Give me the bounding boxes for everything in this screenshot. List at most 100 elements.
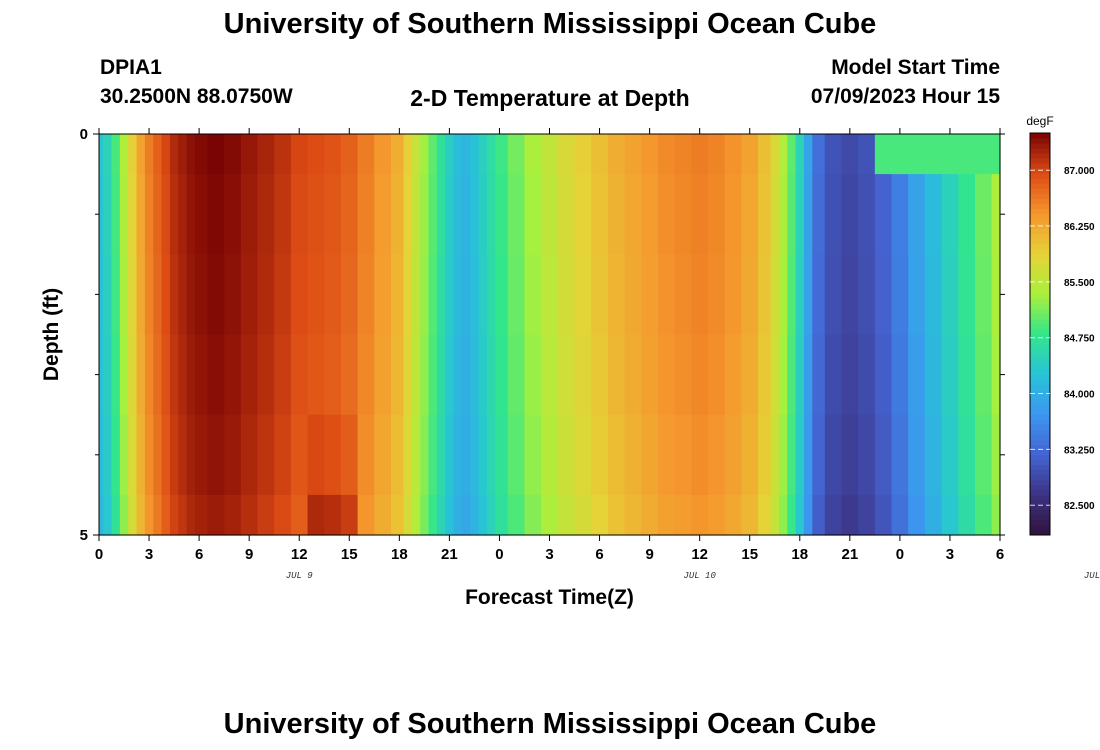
- heatmap-cell: [507, 334, 526, 416]
- heatmap-cell: [119, 494, 129, 536]
- heatmap-cell: [224, 254, 242, 336]
- heatmap-cell: [340, 174, 359, 255]
- heatmap-cell: [591, 494, 609, 536]
- heatmap-cell: [557, 494, 576, 536]
- heatmap-cell: [770, 334, 780, 416]
- colorbar-tick-label: 87.000: [1064, 166, 1095, 177]
- colorbar-segment: [1030, 163, 1050, 169]
- heatmap-cell: [778, 494, 788, 536]
- heatmap-cell: [991, 334, 1001, 416]
- colorbar-segment: [1030, 479, 1050, 486]
- heatmap-cell: [674, 494, 692, 536]
- heatmap-cell: [428, 334, 438, 416]
- heatmap-cell: [161, 414, 171, 496]
- colorbar-segment: [1030, 288, 1050, 295]
- heatmap-cell: [924, 334, 943, 416]
- heatmap-cell: [340, 334, 359, 416]
- x-tick-label: 0: [495, 546, 503, 563]
- heatmap-cell: [307, 254, 325, 336]
- heatmap-cell: [591, 334, 609, 416]
- heatmap-cell: [257, 334, 275, 416]
- heatmap-cell: [795, 334, 805, 416]
- heatmap-cell: [691, 254, 709, 336]
- colorbar-segment: [1030, 198, 1050, 204]
- heatmap-cell: [186, 414, 196, 496]
- heatmap-cell: [495, 494, 509, 536]
- heatmap-cell: [390, 334, 405, 416]
- heatmap-cell: [874, 494, 893, 536]
- heatmap-cell: [591, 254, 609, 336]
- heatmap-cell: [470, 254, 480, 336]
- heatmap-cell: [724, 494, 742, 536]
- heatmap-cell: [453, 334, 463, 416]
- heatmap-cell: [874, 134, 893, 175]
- heatmap-cell: [428, 414, 438, 496]
- heatmap-cell: [257, 134, 275, 175]
- heatmap-cell: [153, 494, 163, 536]
- date-label: JUL 10: [683, 571, 716, 581]
- heatmap-cell: [607, 414, 626, 496]
- heatmap-cell: [411, 174, 421, 255]
- heatmap-cell: [240, 174, 259, 255]
- heatmap-cell: [641, 414, 659, 496]
- colorbar-tick-label: 86.250: [1064, 222, 1095, 233]
- heatmap-cell: [795, 494, 805, 536]
- heatmap-cell: [119, 254, 129, 336]
- x-tick-label: 6: [195, 546, 203, 563]
- heatmap-cell: [741, 174, 759, 255]
- heatmap-cell: [741, 494, 759, 536]
- y-tick-label: 5: [80, 527, 88, 544]
- heatmap-cell: [390, 254, 405, 336]
- heatmap-cell: [674, 414, 692, 496]
- heatmap-cell: [758, 174, 772, 255]
- heatmap-cell: [453, 134, 463, 175]
- heatmap-cell: [974, 494, 993, 536]
- colorbar-segment: [1030, 439, 1050, 446]
- heatmap-cell: [486, 174, 496, 255]
- heatmap-cell: [445, 414, 455, 496]
- heatmap-cell: [874, 254, 893, 336]
- station-id: DPIA1: [100, 56, 162, 79]
- model-start-value: 07/09/2023 Hour 15: [810, 85, 1000, 108]
- colorbar-segment: [1030, 143, 1050, 149]
- heatmap-cell: [657, 134, 676, 175]
- heatmap-cell: [324, 494, 342, 536]
- heatmap-cell: [958, 174, 976, 255]
- heatmap-cell: [858, 414, 876, 496]
- colorbar-segment: [1030, 449, 1050, 456]
- heatmap-cell: [445, 134, 455, 175]
- heatmap-cell: [194, 254, 209, 336]
- heatmap-cell: [541, 254, 559, 336]
- heatmap-cell: [657, 254, 676, 336]
- heatmap-cell: [290, 334, 309, 416]
- heatmap-cell: [758, 494, 772, 536]
- heatmap-cell: [724, 254, 742, 336]
- heatmap-cell: [403, 254, 413, 336]
- heatmap-cell: [924, 174, 943, 255]
- heatmap-cell: [374, 414, 392, 496]
- heatmap-cell: [403, 334, 413, 416]
- colorbar-segment: [1030, 519, 1050, 526]
- heatmap-cell: [274, 414, 292, 496]
- colorbar-unit-label: degF: [1026, 114, 1053, 128]
- heatmap-cell: [841, 414, 859, 496]
- heatmap-cell: [461, 494, 471, 536]
- colorbar-segment: [1030, 218, 1050, 224]
- heatmap-cell: [324, 254, 342, 336]
- colorbar-segment: [1030, 394, 1050, 400]
- heatmap-cell: [169, 494, 179, 536]
- heatmap-cell: [103, 414, 113, 496]
- colorbar-segment: [1030, 359, 1050, 365]
- heatmap-cell: [153, 134, 163, 175]
- colorbar-segment: [1030, 354, 1050, 360]
- heatmap-cell: [624, 494, 642, 536]
- heatmap-cell: [908, 254, 926, 336]
- heatmap-cell: [324, 414, 342, 496]
- heatmap-cell: [411, 334, 421, 416]
- heatmap-cell: [812, 134, 826, 175]
- heatmap-cell: [778, 134, 788, 175]
- heatmap-cell: [411, 254, 421, 336]
- heatmap-cell: [495, 134, 509, 175]
- colorbar-segment: [1030, 384, 1050, 390]
- heatmap-cell: [153, 254, 163, 336]
